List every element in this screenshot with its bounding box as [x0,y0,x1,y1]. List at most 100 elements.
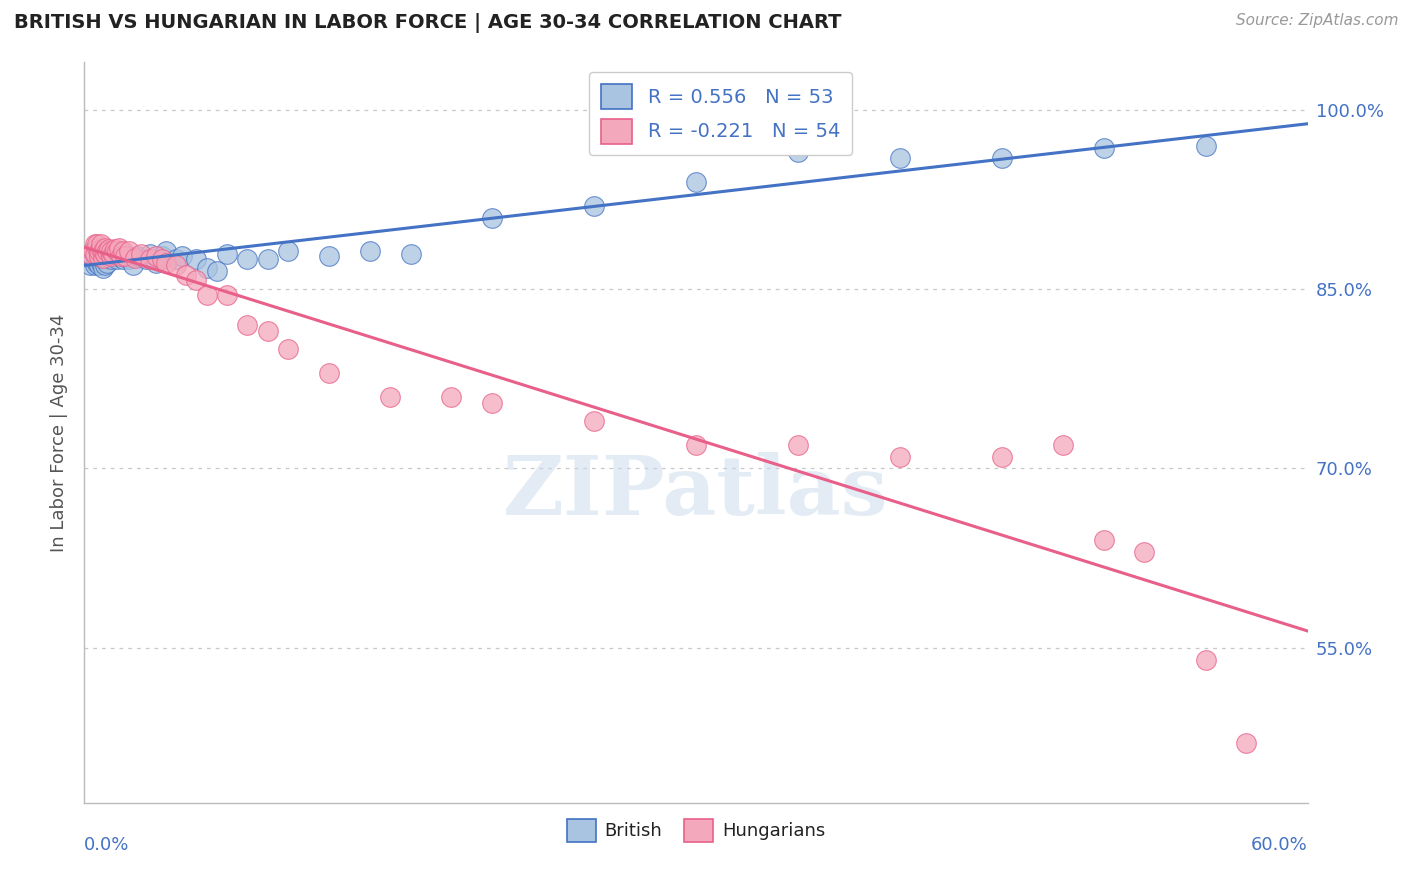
Point [101,246,124,260]
Point [87,249,110,263]
Point [91,252,114,266]
Point [889,151,911,165]
Point [186,273,208,287]
Point [83,246,105,260]
Point [122,259,145,273]
Text: 60.0%: 60.0% [1251,836,1308,855]
Point [217,246,239,260]
Point [90,256,112,270]
Point [174,268,197,282]
Point [100,246,122,260]
Point [90,249,112,263]
Point [277,342,299,356]
Point [145,249,167,263]
Point [90,242,112,256]
Point [105,252,128,267]
Point [97,244,120,259]
Point [100,249,122,263]
Point [165,252,187,267]
Point [83,246,105,260]
Point [87,259,110,273]
Point [100,244,122,259]
Point [318,366,340,380]
Point [86,236,108,251]
Point [91,244,114,259]
Point [124,252,146,266]
Point [82,252,104,267]
Text: Source: ZipAtlas.com: Source: ZipAtlas.com [1236,13,1399,29]
Point [1092,533,1115,547]
Point [86,240,108,255]
Text: 0.0%: 0.0% [84,836,129,855]
Point [96,244,118,259]
Point [991,450,1014,464]
Point [583,414,606,428]
Point [150,252,173,267]
Point [236,318,259,333]
Point [195,288,218,302]
Point [359,244,381,259]
Point [1195,139,1218,153]
Point [399,246,422,260]
Point [165,259,187,273]
Point [787,437,810,451]
Point [155,244,177,259]
Point [114,249,136,263]
Point [112,252,135,267]
Point [83,236,105,251]
Point [91,260,114,275]
Point [90,236,112,251]
Point [1195,652,1218,666]
Point [481,396,503,410]
Point [205,264,228,278]
Point [685,437,707,451]
Point [83,259,105,273]
Point [82,244,104,259]
Point [110,249,132,263]
Point [118,252,141,267]
Point [1092,141,1115,155]
Legend: British, Hungarians: British, Hungarians [560,812,832,849]
Point [86,256,108,270]
Point [481,211,503,225]
Point [1052,437,1074,451]
Text: BRITISH VS HUNGARIAN IN LABOR FORCE | AGE 30-34 CORRELATION CHART: BRITISH VS HUNGARIAN IN LABOR FORCE | AG… [14,13,842,33]
Point [150,249,173,263]
Point [101,246,124,260]
Point [79,246,101,260]
Point [685,175,707,189]
Point [138,246,160,260]
Point [110,249,132,263]
Point [787,145,810,159]
Point [318,249,340,263]
Point [127,249,149,263]
Point [93,246,115,260]
Point [93,240,115,255]
Point [217,288,239,302]
Text: ZIPatlas: ZIPatlas [503,452,889,532]
Point [91,252,114,267]
Point [87,244,110,259]
Point [108,240,131,255]
Point [135,252,157,267]
Point [236,252,259,267]
Point [1236,736,1258,750]
Point [889,450,911,464]
Point [1133,545,1156,559]
Point [108,244,131,259]
Point [87,252,110,267]
Point [118,244,141,259]
Point [440,390,463,404]
Point [93,259,115,273]
Point [79,259,101,273]
Point [104,249,127,263]
Point [105,244,128,259]
Point [277,244,299,259]
Point [186,252,208,267]
Point [97,242,120,256]
Point [112,244,135,259]
Point [86,244,108,259]
Point [93,249,115,263]
Point [145,256,167,270]
Point [257,324,280,338]
